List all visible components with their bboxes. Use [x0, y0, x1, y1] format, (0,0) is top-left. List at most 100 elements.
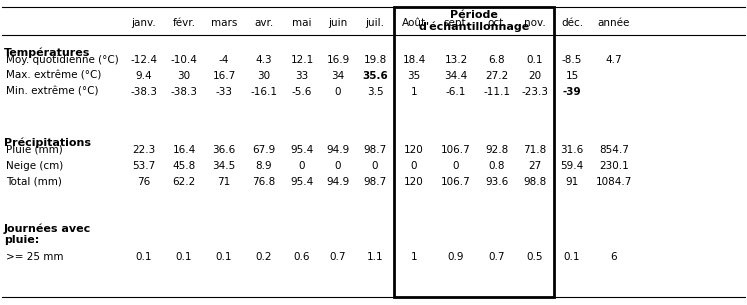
Text: -6.1: -6.1	[446, 87, 466, 97]
Text: Pluie (mm): Pluie (mm)	[6, 145, 63, 155]
Text: Précipitations: Précipitations	[4, 137, 91, 148]
Text: 0.8: 0.8	[489, 161, 505, 171]
Text: 0.1: 0.1	[527, 55, 543, 65]
Text: 1084.7: 1084.7	[596, 177, 632, 187]
Text: 0.1: 0.1	[176, 252, 192, 262]
Text: 53.7: 53.7	[132, 161, 155, 171]
Text: 98.8: 98.8	[524, 177, 547, 187]
Text: 230.1: 230.1	[599, 161, 629, 171]
Text: 9.4: 9.4	[136, 71, 152, 81]
Text: année: année	[598, 18, 630, 28]
Text: 0: 0	[299, 161, 306, 171]
Text: 34.4: 34.4	[444, 71, 468, 81]
Text: 71.8: 71.8	[524, 145, 547, 155]
Text: 6.8: 6.8	[489, 55, 505, 65]
Text: 92.8: 92.8	[486, 145, 509, 155]
Text: -16.1: -16.1	[250, 87, 277, 97]
Text: 0.6: 0.6	[294, 252, 310, 262]
Text: 120: 120	[404, 145, 424, 155]
Bar	[394, 7, 554, 297]
Text: 18.4: 18.4	[403, 55, 426, 65]
Text: 16.7: 16.7	[212, 71, 235, 81]
Text: 27.2: 27.2	[486, 71, 509, 81]
Text: 35: 35	[407, 71, 421, 81]
Text: févr.: févr.	[173, 18, 196, 28]
Text: 98.7: 98.7	[363, 177, 387, 187]
Text: mai: mai	[292, 18, 311, 28]
Text: 59.4: 59.4	[560, 161, 583, 171]
Text: -4: -4	[219, 55, 229, 65]
Text: 0.5: 0.5	[527, 252, 543, 262]
Text: 16.9: 16.9	[326, 55, 350, 65]
Text: 71: 71	[217, 177, 231, 187]
Text: -12.4: -12.4	[131, 55, 158, 65]
Text: 0: 0	[335, 87, 341, 97]
Text: 0.9: 0.9	[447, 252, 464, 262]
Text: 6: 6	[611, 252, 617, 262]
Text: 15: 15	[565, 71, 579, 81]
Text: mars: mars	[211, 18, 238, 28]
Text: 22.3: 22.3	[132, 145, 155, 155]
Text: -38.3: -38.3	[131, 87, 158, 97]
Text: Min. extrême (°C): Min. extrême (°C)	[6, 87, 99, 97]
Text: déc.: déc.	[561, 18, 583, 28]
Text: >= 25 mm: >= 25 mm	[6, 252, 63, 262]
Text: 0.7: 0.7	[489, 252, 505, 262]
Text: Période
d'échantillonnage: Période d'échantillonnage	[418, 10, 530, 32]
Text: 76.8: 76.8	[252, 177, 276, 187]
Text: 67.9: 67.9	[252, 145, 276, 155]
Text: 34.5: 34.5	[212, 161, 235, 171]
Text: 120: 120	[404, 177, 424, 187]
Text: nov.: nov.	[524, 18, 546, 28]
Text: 16.4: 16.4	[173, 145, 196, 155]
Text: 13.2: 13.2	[444, 55, 468, 65]
Text: Total (mm): Total (mm)	[6, 177, 62, 187]
Text: sept.: sept.	[443, 18, 469, 28]
Text: -38.3: -38.3	[170, 87, 197, 97]
Text: janv.: janv.	[131, 18, 156, 28]
Text: Août: Août	[402, 18, 426, 28]
Text: 94.9: 94.9	[326, 145, 350, 155]
Text: 93.6: 93.6	[486, 177, 509, 187]
Text: -8.5: -8.5	[562, 55, 582, 65]
Text: 34: 34	[332, 71, 344, 81]
Text: juil.: juil.	[365, 18, 385, 28]
Text: 31.6: 31.6	[560, 145, 583, 155]
Text: 95.4: 95.4	[291, 145, 314, 155]
Text: 30: 30	[178, 71, 190, 81]
Text: 0.1: 0.1	[216, 252, 232, 262]
Text: 0.7: 0.7	[329, 252, 347, 262]
Text: 33: 33	[295, 71, 309, 81]
Text: Neige (cm): Neige (cm)	[6, 161, 63, 171]
Text: 0: 0	[335, 161, 341, 171]
Text: 45.8: 45.8	[173, 161, 196, 171]
Text: 8.9: 8.9	[255, 161, 273, 171]
Text: 62.2: 62.2	[173, 177, 196, 187]
Text: Températures: Températures	[4, 47, 90, 58]
Text: 35.6: 35.6	[362, 71, 388, 81]
Text: 0: 0	[411, 161, 418, 171]
Text: 20: 20	[528, 71, 542, 81]
Text: Journées avec
pluie:: Journées avec pluie:	[4, 223, 91, 245]
Text: 91: 91	[565, 177, 579, 187]
Text: 106.7: 106.7	[441, 177, 471, 187]
Text: 94.9: 94.9	[326, 177, 350, 187]
Text: Moy. quotidienne (°C): Moy. quotidienne (°C)	[6, 55, 119, 65]
Text: 98.7: 98.7	[363, 145, 387, 155]
Text: 4.3: 4.3	[255, 55, 273, 65]
Text: 106.7: 106.7	[441, 145, 471, 155]
Text: juin: juin	[329, 18, 347, 28]
Text: -5.6: -5.6	[292, 87, 312, 97]
Text: 3.5: 3.5	[367, 87, 383, 97]
Text: avr.: avr.	[255, 18, 273, 28]
Text: -23.3: -23.3	[521, 87, 548, 97]
Text: -39: -39	[562, 87, 581, 97]
Text: 27: 27	[528, 161, 542, 171]
Text: -10.4: -10.4	[170, 55, 197, 65]
Text: 0.2: 0.2	[255, 252, 272, 262]
Text: -33: -33	[215, 87, 232, 97]
Text: 95.4: 95.4	[291, 177, 314, 187]
Text: 36.6: 36.6	[212, 145, 235, 155]
Text: 0.1: 0.1	[136, 252, 152, 262]
Text: 12.1: 12.1	[291, 55, 314, 65]
